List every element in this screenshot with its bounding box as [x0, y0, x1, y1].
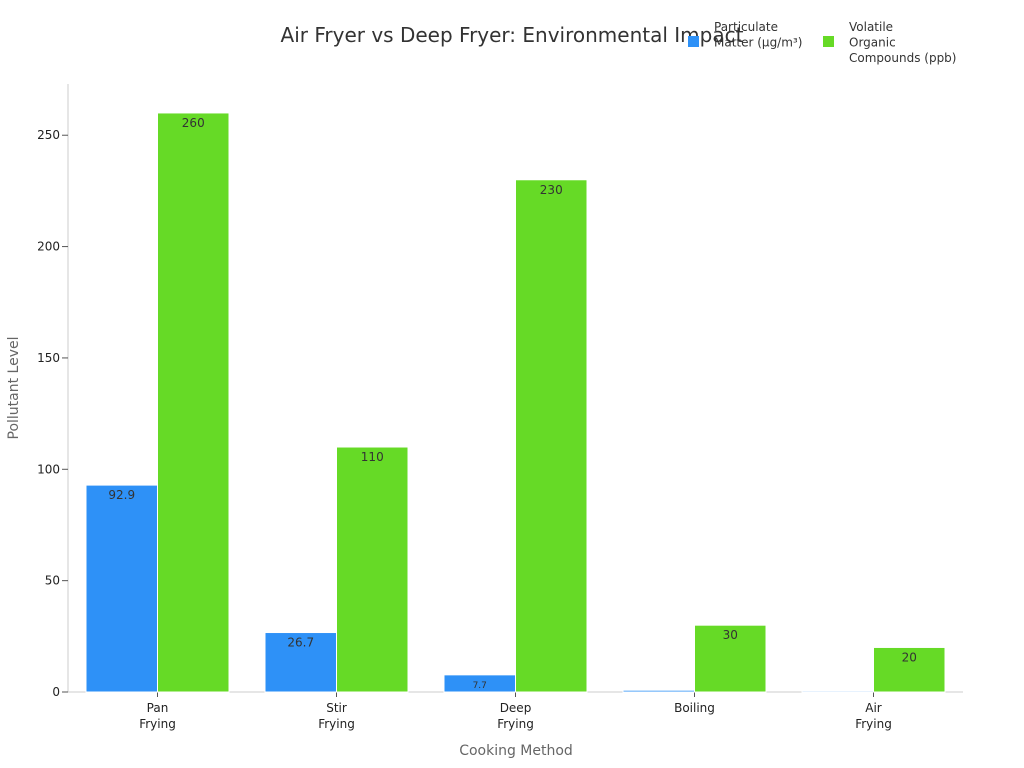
- x-tick-label: Stir Frying: [318, 701, 355, 731]
- x-tick-label-line: Frying: [139, 717, 176, 731]
- plot-area: 0 50 100 150 200 250 Pan Frying 92.9 260 Stir Fryin…: [37, 84, 963, 731]
- data-label: 7.7: [473, 681, 487, 691]
- x-tick-label-line: Boiling: [674, 701, 715, 715]
- data-label: 260: [182, 116, 205, 130]
- bar: [157, 112, 230, 693]
- legend-label-line: Compounds (ppb): [849, 51, 956, 65]
- bar: [622, 689, 695, 693]
- data-label: 92.9: [108, 488, 135, 502]
- legend-label-line: Organic: [849, 36, 896, 50]
- bar: [515, 179, 588, 693]
- legend-label: Particulate Matter (μg/m³): [714, 20, 802, 50]
- x-tick-label-line: Air: [865, 701, 882, 715]
- data-label: 20: [902, 650, 917, 664]
- legend-swatch: [823, 36, 834, 47]
- legend-swatch: [688, 36, 699, 47]
- y-tick-label: 150: [37, 351, 60, 365]
- x-tick-label-line: Pan: [147, 701, 169, 715]
- x-tick-label-line: Frying: [497, 717, 534, 731]
- bar: [801, 690, 874, 693]
- legend-label-line: Matter (μg/m³): [714, 36, 802, 50]
- bar: [336, 446, 409, 693]
- x-tick-label: Boiling: [674, 701, 715, 715]
- data-label: 110: [361, 450, 384, 464]
- x-tick-label-line: Deep: [500, 701, 532, 715]
- bar: [694, 624, 767, 693]
- x-tick-label-line: Frying: [855, 717, 892, 731]
- y-tick-label: 50: [45, 574, 60, 588]
- y-tick-label: 0: [52, 685, 60, 699]
- data-label: 26.7: [287, 636, 314, 650]
- data-label: 30: [723, 628, 738, 642]
- x-tick-label: Air Frying: [855, 701, 892, 731]
- chart-title: Air Fryer vs Deep Fryer: Environmental I…: [281, 23, 744, 47]
- y-tick-label: 100: [37, 462, 60, 476]
- legend-label-line: Particulate: [714, 20, 778, 34]
- x-tick-label: Pan Frying: [139, 701, 176, 731]
- y-tick-label: 200: [37, 240, 60, 254]
- data-label: 230: [540, 183, 563, 197]
- y-axis-title: Pollutant Level: [6, 337, 22, 440]
- legend-label-line: Volatile: [849, 20, 893, 34]
- x-axis-title: Cooking Method: [459, 743, 573, 759]
- x-tick-label: Deep Frying: [497, 701, 534, 731]
- legend-label: Volatile Organic Compounds (ppb): [849, 20, 956, 65]
- y-tick-label: 250: [37, 128, 60, 142]
- bar: [85, 484, 158, 693]
- x-tick-label-line: Stir: [326, 701, 347, 715]
- legend: Particulate Matter (μg/m³) Volatile Organic…: [688, 20, 956, 65]
- x-tick-label-line: Frying: [318, 717, 355, 731]
- bar: [873, 646, 946, 693]
